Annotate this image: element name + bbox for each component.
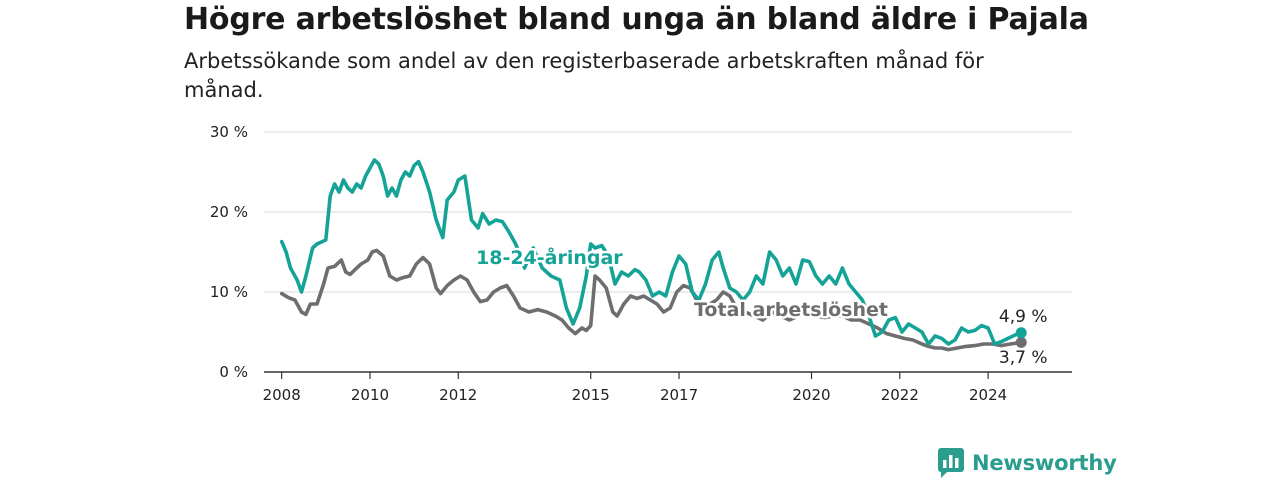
y-axis: 0 % 10 % 20 % 30 % xyxy=(210,123,248,381)
x-tick-label: 2008 xyxy=(263,386,301,404)
gridlines xyxy=(264,131,1072,373)
series-line-1 xyxy=(279,248,1023,352)
series-label-youth: 18-24-åringar xyxy=(476,245,623,269)
x-tick-label: 2020 xyxy=(792,386,830,404)
series-label-total-halo: Total arbetslöshet xyxy=(694,299,888,321)
series-label-total: Total arbetslöshet xyxy=(694,299,888,321)
newsworthy-brand[interactable]: Newsworthy xyxy=(938,446,1117,480)
x-tick-label: 2015 xyxy=(572,386,610,404)
chart-subtitle: Arbetssökande som andel av den registerb… xyxy=(184,49,984,102)
x-tick-label: 2024 xyxy=(969,386,1007,404)
series-end-point-1 xyxy=(1015,336,1027,348)
series-lines xyxy=(279,158,1027,352)
series-end-point-0 xyxy=(1015,327,1027,339)
y-tick-label: 20 % xyxy=(210,203,248,221)
y-tick-label: 0 % xyxy=(219,363,248,381)
end-label-youth: 4,9 % xyxy=(999,307,1048,327)
series-line-0 xyxy=(279,158,1023,346)
x-tick-label: 2017 xyxy=(660,386,698,404)
end-label-youth-halo: 4,9 % xyxy=(999,307,1048,327)
y-tick-label: 10 % xyxy=(210,283,248,301)
x-tick-label: 2010 xyxy=(351,386,389,404)
y-tick-label: 30 % xyxy=(210,123,248,141)
end-label-total-halo: 3,7 % xyxy=(999,348,1048,368)
x-tick-label: 2022 xyxy=(881,386,919,404)
x-axis: 2008 2010 2012 2015 2017 2020 2022 2024 xyxy=(263,372,1007,404)
brand-name: Newsworthy xyxy=(972,451,1117,475)
chart-title: Högre arbetslöshet bland unga än bland ä… xyxy=(184,2,1089,37)
series-label-youth-halo: 18-24-åringar xyxy=(476,245,623,269)
end-label-total: 3,7 % xyxy=(999,348,1048,368)
x-tick-label: 2012 xyxy=(439,386,477,404)
newsworthy-logo-icon xyxy=(938,448,964,478)
